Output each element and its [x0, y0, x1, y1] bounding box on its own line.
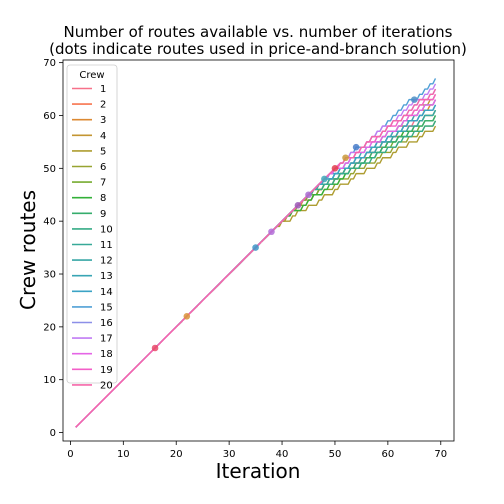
x-axis: 0 10 20 30 40 50 60 70	[67, 441, 447, 460]
x-tick-label: 10	[117, 449, 130, 460]
legend-label-crew-13: 13	[100, 271, 113, 282]
chart-subtitle: (dots indicate routes used in price-and-…	[49, 40, 467, 58]
solution-dots	[151, 96, 418, 352]
series-line-crew-6	[75, 120, 437, 428]
x-tick-label: 30	[223, 449, 236, 460]
x-tick-label: 40	[276, 449, 289, 460]
series-line-crew-7	[75, 115, 437, 428]
legend-title: Crew	[79, 70, 104, 81]
series-line-crew-5	[75, 125, 437, 428]
legend-label-crew-19: 19	[100, 365, 113, 376]
x-tick-label: 20	[170, 449, 183, 460]
series-lines	[75, 78, 437, 428]
plot-area	[62, 59, 455, 442]
legend-label-crew-11: 11	[100, 240, 113, 251]
legend-label-crew-15: 15	[100, 302, 113, 313]
solution-dot	[151, 344, 159, 352]
solution-dot	[183, 312, 191, 320]
series-line-crew-9	[75, 115, 437, 428]
legend-frame	[66, 64, 118, 384]
legend-label-crew-10: 10	[100, 224, 113, 235]
legend-label-crew-12: 12	[100, 256, 113, 267]
legend-label-crew-14: 14	[100, 287, 113, 298]
y-tick-label: 0	[50, 428, 56, 439]
series-line-crew-8	[75, 109, 437, 428]
y-tick-label: 40	[43, 217, 56, 228]
y-tick-label: 70	[43, 58, 56, 69]
legend-label-crew-18: 18	[100, 349, 113, 360]
solution-dot	[305, 191, 312, 199]
legend-label-crew-3: 3	[100, 115, 106, 126]
legend-label-crew-1: 1	[100, 84, 106, 95]
legend-label-crew-6: 6	[100, 162, 106, 173]
y-tick-label: 20	[43, 322, 56, 333]
legend-label-crew-7: 7	[100, 178, 106, 189]
y-tick-label: 50	[43, 164, 56, 175]
legend-label-crew-20: 20	[100, 380, 113, 391]
solution-dot	[294, 202, 302, 209]
solution-dot	[342, 154, 349, 162]
x-axis-label: Iteration	[216, 459, 301, 483]
y-axis: 0 10 20 30 40 50 60 70	[43, 58, 63, 439]
y-tick-label: 30	[43, 270, 56, 281]
x-tick-label: 0	[67, 449, 73, 460]
y-tick-label: 60	[43, 111, 56, 122]
x-tick-label: 50	[329, 449, 342, 460]
solution-dot	[411, 96, 418, 103]
legend-label-crew-16: 16	[100, 318, 113, 329]
solution-dot	[352, 143, 360, 151]
x-tick-label: 70	[434, 449, 447, 460]
solution-dot	[331, 165, 339, 172]
series-line-crew-10	[75, 120, 437, 428]
legend-label-crew-9: 9	[100, 209, 106, 220]
legend-label-crew-4: 4	[100, 131, 106, 142]
series-line-crew-12	[75, 109, 437, 428]
y-tick-label: 10	[43, 375, 56, 386]
solution-dot	[268, 228, 275, 236]
x-tick-label: 60	[381, 449, 394, 460]
y-axis-label: Crew routes	[16, 190, 40, 310]
legend-label-crew-17: 17	[100, 334, 113, 345]
solution-dot	[321, 175, 328, 183]
series-line-crew-2	[75, 109, 437, 428]
series-line-crew-17	[75, 83, 437, 428]
legend-label-crew-8: 8	[100, 193, 106, 204]
solution-dot	[252, 244, 259, 251]
series-line-crew-15	[75, 78, 437, 428]
legend-label-crew-2: 2	[100, 100, 106, 111]
series-line-crew-20	[75, 88, 437, 428]
legend-label-crew-5: 5	[100, 146, 106, 157]
chart-title: Number of routes available vs. number of…	[64, 23, 453, 41]
